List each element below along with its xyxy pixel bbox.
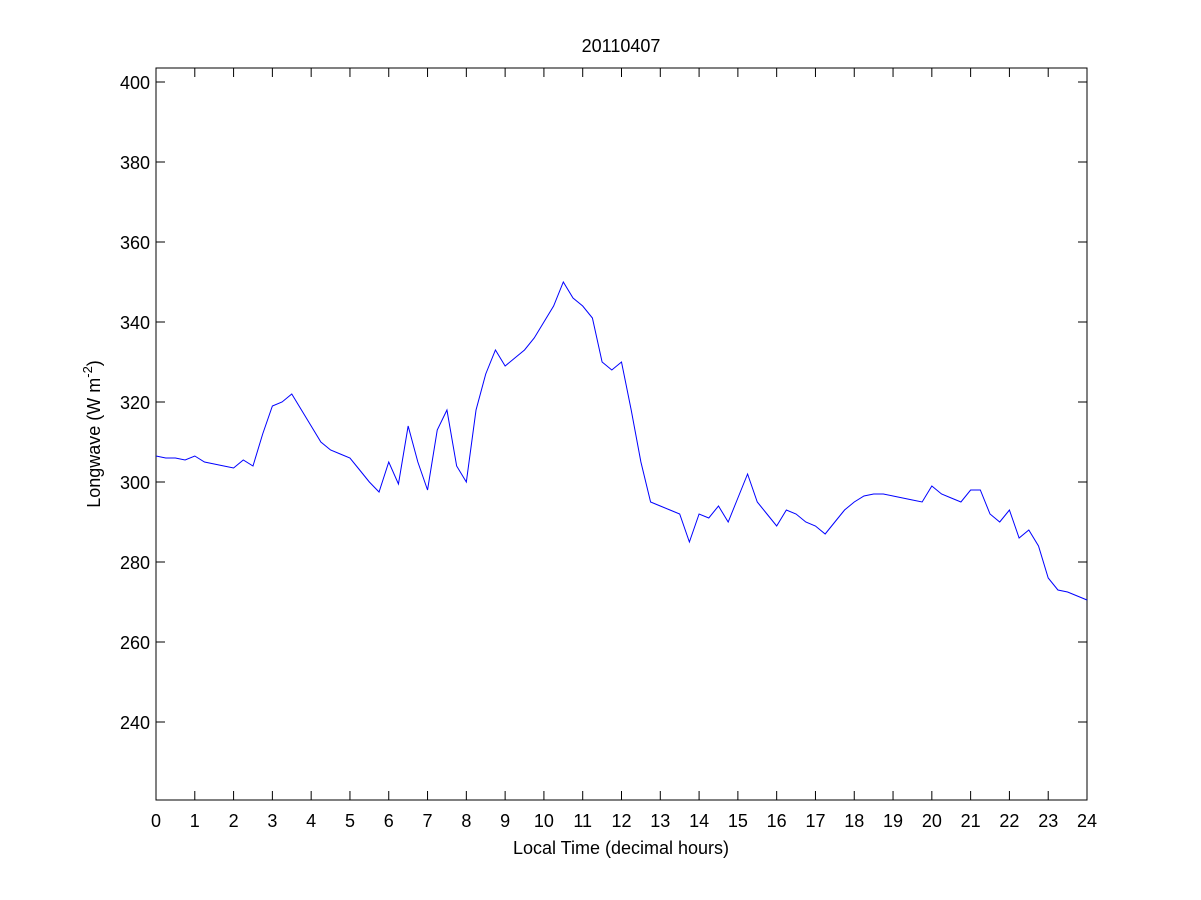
x-tick-label: 5 xyxy=(345,811,355,831)
data-line xyxy=(155,280,1088,601)
x-tick-label: 2 xyxy=(229,811,239,831)
y-label-main: Longwave (W m xyxy=(84,378,104,508)
x-tick-label: 8 xyxy=(461,811,471,831)
x-tick-label: 1 xyxy=(190,811,200,831)
x-tick-label: 24 xyxy=(1077,811,1097,831)
y-tick-label: 280 xyxy=(120,553,150,573)
plot-box xyxy=(155,67,1088,801)
x-tick-label: 0 xyxy=(151,811,161,831)
y-tick-label: 300 xyxy=(120,473,150,493)
y-axis-label: Longwave (W m-2) xyxy=(80,360,104,508)
y-label-sup: -2 xyxy=(80,366,95,378)
y-tick-label: 260 xyxy=(120,633,150,653)
y-label-end: ) xyxy=(84,360,104,366)
x-tick-label: 13 xyxy=(650,811,670,831)
x-tick-label: 20 xyxy=(922,811,942,831)
x-tick-label: 9 xyxy=(500,811,510,831)
x-tick-label: 11 xyxy=(573,811,592,831)
y-tick-label: 340 xyxy=(120,313,150,333)
x-tick-label: 10 xyxy=(534,811,554,831)
x-tick-label: 4 xyxy=(306,811,316,831)
x-tick-label: 21 xyxy=(961,811,981,831)
x-tick-label: 14 xyxy=(689,811,709,831)
x-tick-label: 3 xyxy=(267,811,277,831)
x-tick-label: 19 xyxy=(883,811,903,831)
x-tick-label: 16 xyxy=(767,811,787,831)
x-tick-label: 17 xyxy=(805,811,825,831)
y-tick-label: 320 xyxy=(120,393,150,413)
x-tick-label: 6 xyxy=(384,811,394,831)
y-tick-label: 360 xyxy=(120,233,150,253)
x-tick-label: 7 xyxy=(423,811,433,831)
x-axis-label: Local Time (decimal hours) xyxy=(513,838,729,858)
x-tick-label: 12 xyxy=(611,811,631,831)
y-tick-label: 240 xyxy=(120,713,150,733)
x-tick-label: 15 xyxy=(728,811,748,831)
y-tick-label: 400 xyxy=(120,73,150,93)
x-tick-label: 18 xyxy=(844,811,864,831)
y-tick-label: 380 xyxy=(120,153,150,173)
chart-title: 20110407 xyxy=(582,36,661,56)
x-tick-label: 22 xyxy=(999,811,1019,831)
x-tick-label: 23 xyxy=(1038,811,1058,831)
